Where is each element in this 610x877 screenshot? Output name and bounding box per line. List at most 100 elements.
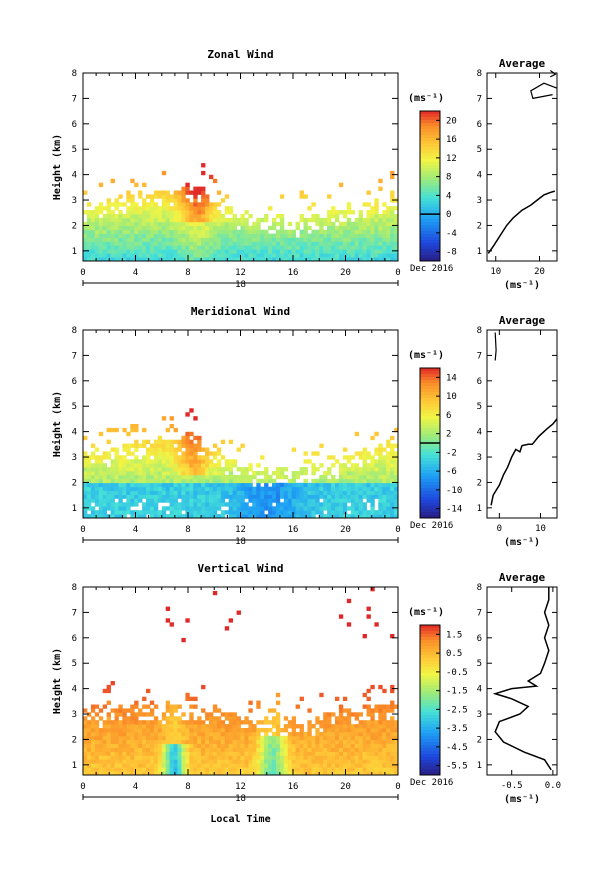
profile-upper-line (530, 82, 558, 100)
colorbar-tick-label: 1.5 (446, 630, 462, 640)
profile-line (492, 587, 552, 771)
x-tick-label: 8 (185, 268, 190, 278)
y-tick-label: 5 (72, 659, 77, 669)
colorbar-tick-label: -4.5 (446, 743, 468, 753)
profile-title: Average (499, 571, 546, 584)
profile-y-tick-label: 3 (477, 710, 482, 720)
date-day-label: 18 (235, 537, 246, 547)
colorbar-tick-label: -6 (446, 467, 457, 477)
profile-x-tick-label: 20 (534, 267, 545, 277)
profile-y-tick-label: 2 (477, 478, 482, 488)
y-tick-label: 6 (72, 120, 77, 130)
x-tick-label: 4 (133, 782, 138, 792)
colorbar-tick-label: 12 (446, 154, 457, 164)
x-axis-label: Local Time (210, 813, 270, 825)
heatmap-cells (83, 163, 399, 262)
date-label: Dec 2016 (410, 521, 453, 531)
profile-y-tick-label: 3 (477, 453, 482, 463)
y-tick-label: 4 (72, 685, 77, 695)
y-tick-label: 1 (72, 247, 77, 257)
x-tick-label: 0 (395, 525, 400, 535)
x-tick-label: 16 (288, 782, 299, 792)
x-tick-label: 0 (80, 525, 85, 535)
profile-y-tick-label: 6 (477, 120, 482, 130)
x-tick-label: 20 (340, 782, 351, 792)
y-tick-label: 1 (72, 761, 77, 771)
y-axis-label: Height (km) (51, 391, 63, 457)
colorbar-tick-label: 2 (446, 430, 451, 440)
profile-line (487, 190, 556, 254)
x-tick-label: 16 (288, 268, 299, 278)
profile-title: Average (499, 57, 546, 70)
colorbar-unit: (ms⁻¹) (408, 607, 444, 618)
x-tick-label: 12 (235, 782, 246, 792)
x-tick-label: 8 (185, 525, 190, 535)
profile-title: Average (499, 314, 546, 327)
profile-y-tick-label: 5 (477, 659, 482, 669)
colorbar-tick-label: 0 (446, 210, 451, 220)
colorbar-tick-label: -5.5 (446, 762, 468, 772)
colorbar-tick-label: -8 (446, 248, 457, 258)
colorbar-tick-label: -1.5 (446, 687, 468, 697)
colorbar-tick-label: -10 (446, 486, 462, 496)
profile-y-tick-label: 7 (477, 608, 482, 618)
x-tick-label: 4 (133, 268, 138, 278)
average-profile: Average 1 2 3 4 5 6 7 8 -0.5 0.0 (ms⁻¹) (477, 571, 561, 805)
y-tick-label: 7 (72, 608, 77, 618)
profile-upper-line (494, 332, 497, 361)
colorbar-tick-label: -4 (446, 229, 457, 239)
colorbar-tick-label: -2.5 (446, 705, 468, 715)
profile-y-tick-label: 7 (477, 94, 482, 104)
y-tick-label: 2 (72, 735, 77, 745)
colorbar-frame (419, 624, 441, 776)
heatmap-cells (83, 408, 399, 519)
y-tick-label: 5 (72, 145, 77, 155)
profile-top-mark (550, 70, 557, 78)
x-tick-label: 0 (80, 268, 85, 278)
profile-y-tick-label: 1 (477, 247, 482, 257)
profile-line (490, 418, 558, 506)
profile-y-tick-label: 6 (477, 377, 482, 387)
profile-frame (486, 586, 558, 776)
y-tick-label: 6 (72, 634, 77, 644)
x-tick-label: 8 (185, 782, 190, 792)
colorbar (419, 110, 441, 262)
y-tick-label: 7 (72, 351, 77, 361)
x-tick-label: 0 (395, 782, 400, 792)
colorbar-tick-label: -2 (446, 448, 457, 458)
colorbar-tick-label: -0.5 (446, 668, 468, 678)
x-tick-label: 0 (80, 782, 85, 792)
profile-x-tick-label: 0.0 (545, 781, 561, 791)
y-axis-label: Height (km) (51, 134, 63, 200)
average-profile: Average 1 2 3 4 5 6 7 8 0 10 (ms⁻¹) (477, 314, 558, 548)
y-tick-label: 4 (72, 171, 77, 181)
y-tick-label: 5 (72, 402, 77, 412)
y-tick-label: 6 (72, 377, 77, 387)
profile-x-label: (ms⁻¹) (504, 537, 540, 548)
y-tick-label: 3 (72, 710, 77, 720)
profile-y-tick-label: 5 (477, 402, 482, 412)
profile-y-tick-label: 4 (477, 428, 482, 438)
profile-y-tick-label: 8 (477, 583, 482, 593)
y-tick-label: 8 (72, 69, 77, 79)
y-axis-label: Height (km) (51, 648, 63, 714)
profile-x-tick-label: -0.5 (501, 781, 523, 791)
panel-title: Zonal Wind (207, 48, 273, 61)
y-tick-label: 7 (72, 94, 77, 104)
colorbar-tick-label: -3.5 (446, 724, 468, 734)
colorbar-tick-label: 14 (446, 373, 457, 383)
date-day-label: 18 (235, 794, 246, 804)
profile-y-tick-label: 2 (477, 735, 482, 745)
panel-title: Vertical Wind (197, 562, 283, 575)
profile-y-tick-label: 1 (477, 504, 482, 514)
profile-x-tick-label: 10 (535, 524, 546, 534)
profile-x-label: (ms⁻¹) (504, 280, 540, 291)
y-tick-label: 8 (72, 326, 77, 336)
colorbar-tick-label: 10 (446, 392, 457, 402)
x-tick-label: 16 (288, 525, 299, 535)
profile-y-tick-label: 1 (477, 761, 482, 771)
y-tick-label: 2 (72, 221, 77, 231)
profile-x-label: (ms⁻¹) (504, 794, 540, 805)
